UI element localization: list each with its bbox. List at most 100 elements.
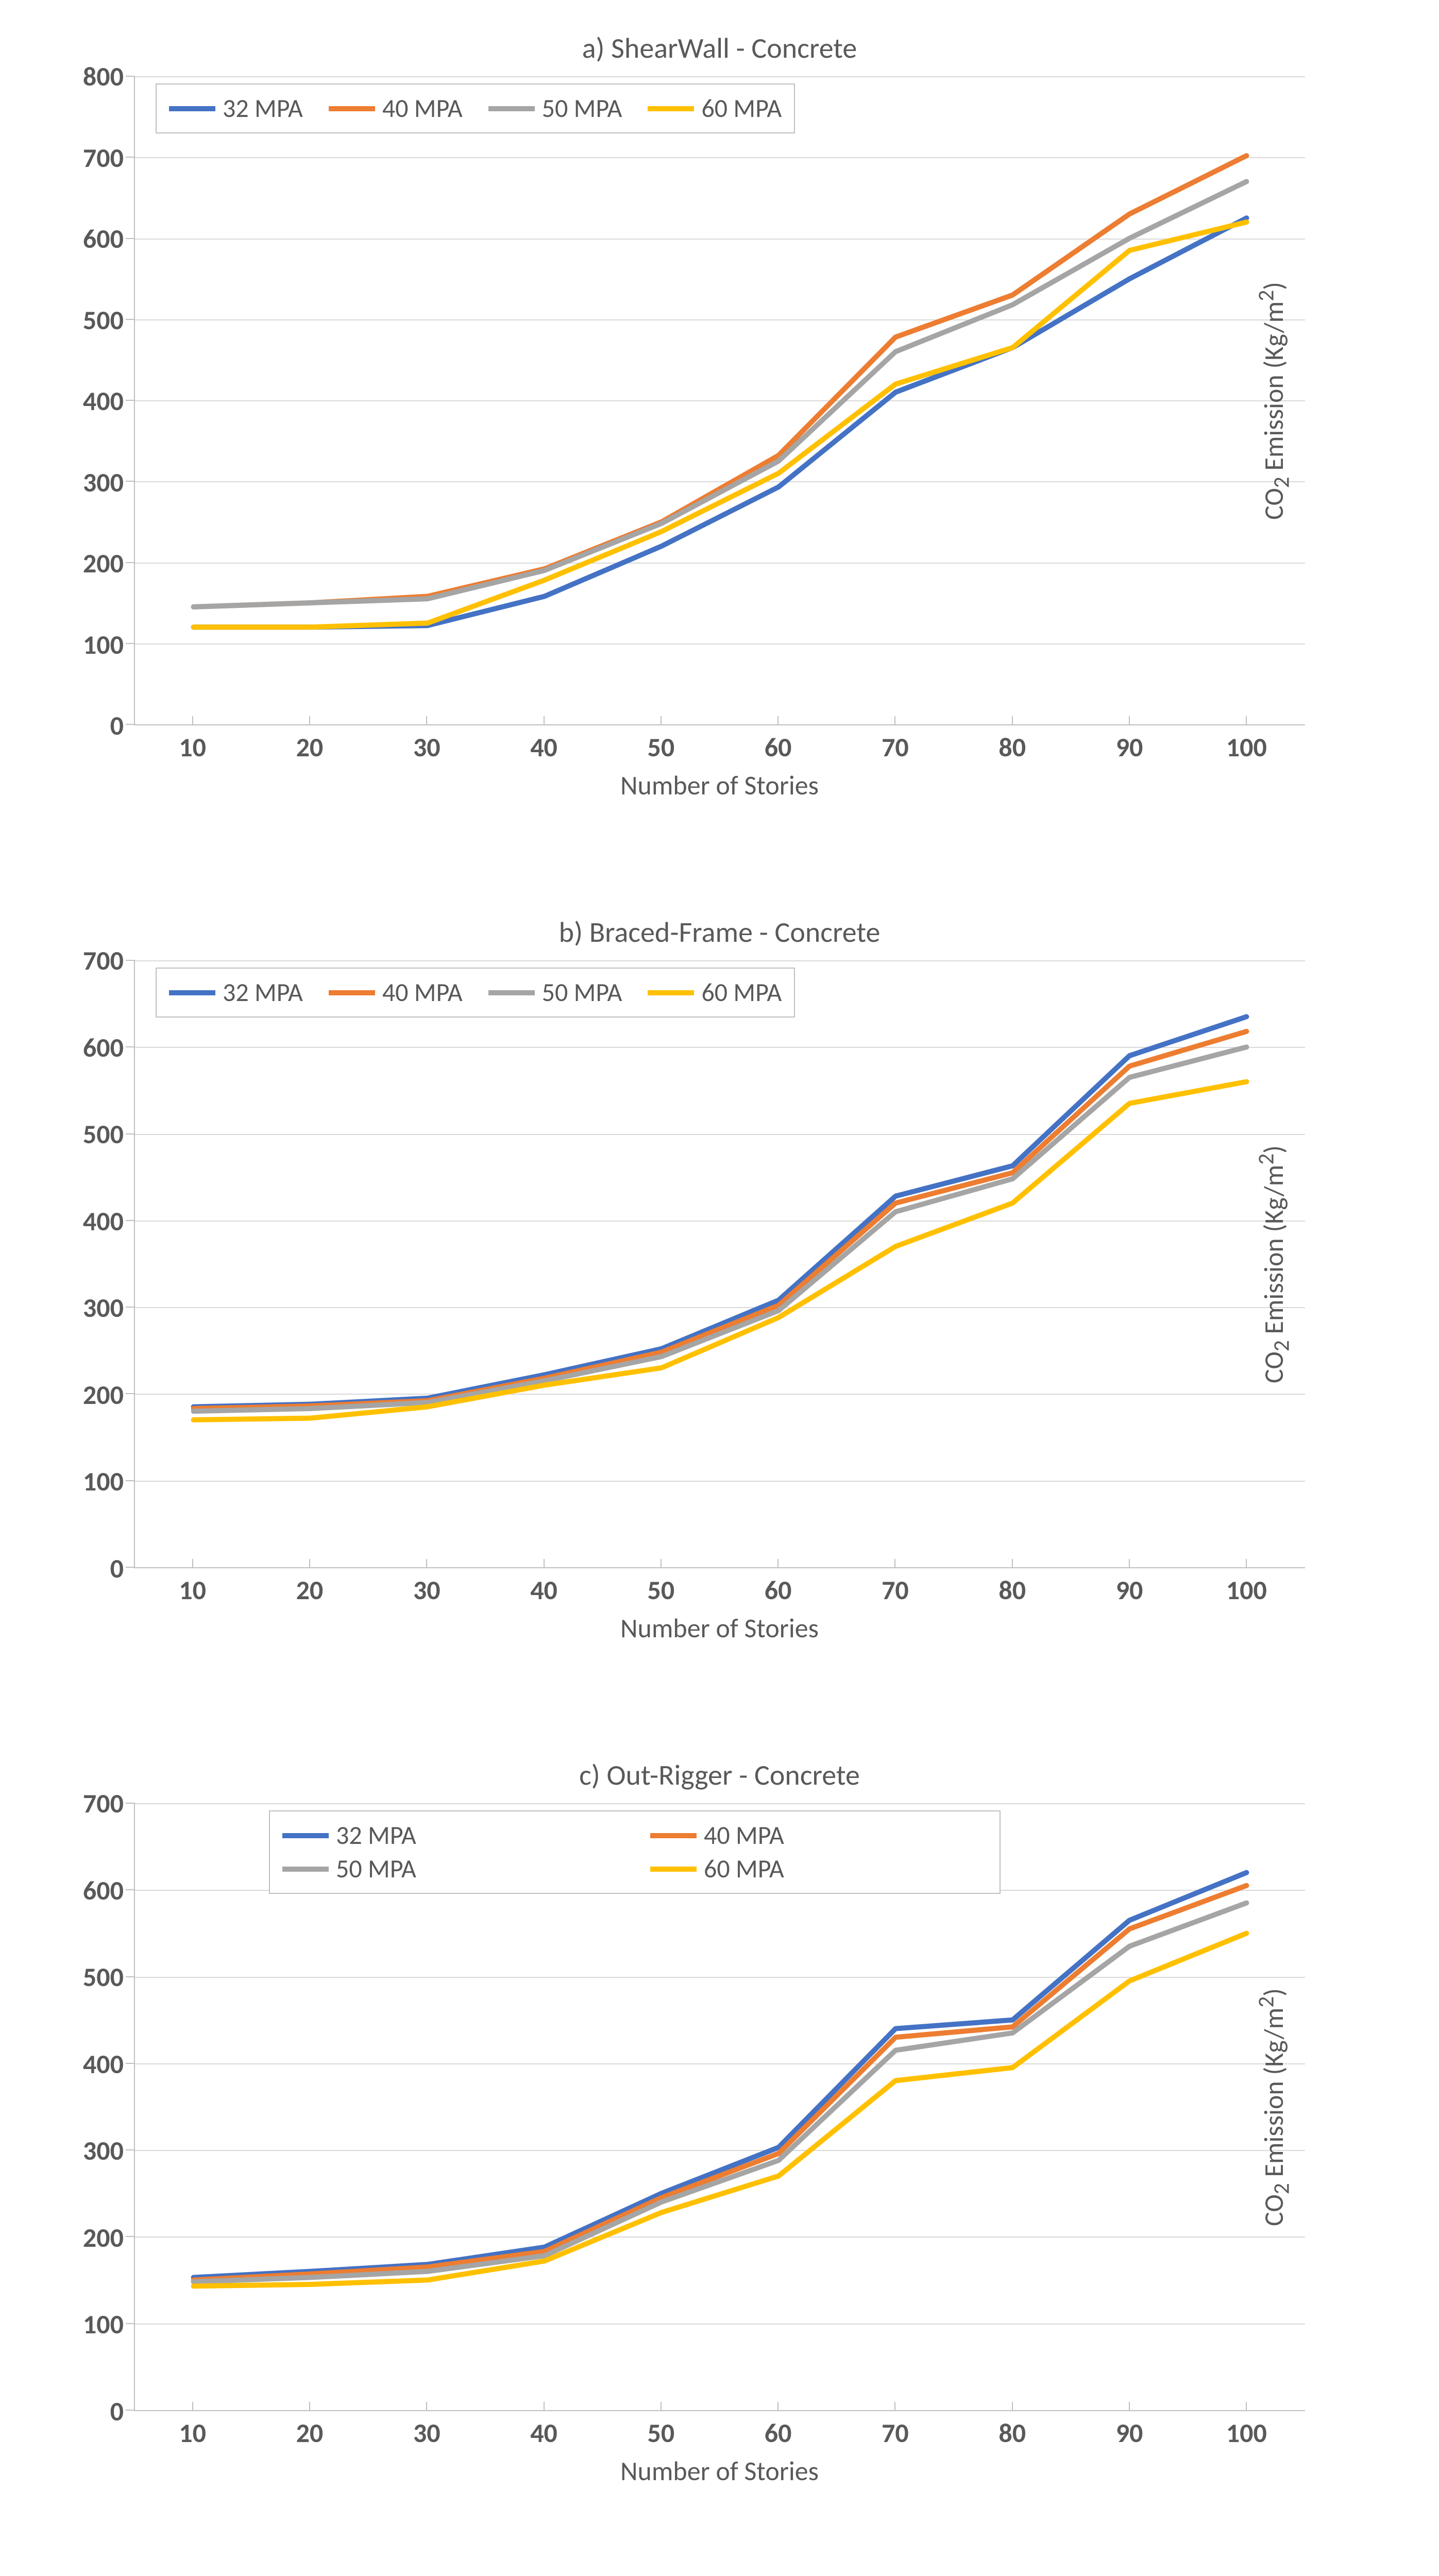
legend-swatch	[282, 1833, 329, 1838]
x-tick-mark	[1129, 716, 1130, 725]
y-tick-mark	[126, 1133, 135, 1134]
x-tick-mark	[192, 2402, 193, 2411]
y-tick-mark	[126, 1976, 135, 1977]
y-tick-mark	[126, 1567, 135, 1568]
y-axis-label: CO2 Emission (Kg/m2)	[1252, 1988, 1295, 2226]
legend-item: 60 MPA	[650, 1853, 987, 1885]
y-tick-label: 100	[62, 2308, 124, 2341]
legend-swatch	[650, 1833, 697, 1838]
x-tick-mark	[1246, 716, 1247, 725]
legend: 32 MPA 40 MPA 50 MPA 60 MPA	[156, 83, 795, 133]
legend-label: 32 MPA	[336, 1820, 416, 1851]
y-tick-label: 500	[62, 1960, 124, 1993]
plot-area: 32 MPA 40 MPA 50 MPA 60 MPA	[134, 960, 1305, 1568]
y-tick-mark	[126, 724, 135, 725]
x-axis-label: Number of Stories	[62, 1612, 1377, 1645]
x-ticks: 102030405060708090100	[134, 1568, 1305, 1609]
legend-item: 50 MPA	[282, 1853, 619, 1885]
x-tick-label: 10	[179, 731, 206, 764]
x-tick-mark	[894, 1559, 895, 1568]
legend-item: 50 MPA	[488, 977, 622, 1008]
legend-label: 32 MPA	[223, 977, 303, 1008]
series-line-40-mpa	[194, 1886, 1247, 2280]
y-tick-label: 200	[62, 1378, 124, 1411]
x-tick-mark	[1129, 1559, 1130, 1568]
x-tick-mark	[1246, 2402, 1247, 2411]
series-line-60-mpa	[194, 1082, 1247, 1420]
legend-label: 32 MPA	[223, 93, 303, 124]
y-tick-label: 400	[62, 2047, 124, 2080]
x-tick-label: 40	[530, 1573, 557, 1606]
legend-swatch	[169, 106, 215, 111]
y-tick-label: 600	[62, 1874, 124, 1907]
legend-swatch	[488, 106, 535, 111]
legend-item: 60 MPA	[648, 977, 782, 1008]
x-tick-label: 80	[998, 1573, 1026, 1606]
y-tick-label: 400	[62, 384, 124, 417]
y-tick-label: 600	[62, 1031, 124, 1064]
y-tick-mark	[126, 1393, 135, 1394]
legend-label: 40 MPA	[382, 977, 463, 1008]
x-tick-label: 60	[765, 1573, 792, 1606]
legend-label: 50 MPA	[542, 977, 622, 1008]
y-tick-mark	[126, 1480, 135, 1481]
x-tick-mark	[777, 1559, 778, 1568]
legend-swatch	[282, 1867, 329, 1872]
y-tick-mark	[126, 643, 135, 644]
x-tick-mark	[309, 716, 310, 725]
series-line-60-mpa	[194, 222, 1247, 627]
legend-item: 60 MPA	[648, 93, 782, 124]
plot-svg	[135, 76, 1305, 724]
legend-item: 32 MPA	[282, 1820, 619, 1851]
y-tick-label: 100	[62, 628, 124, 661]
chart-b: b) Braced-Frame - Concrete01002003004005…	[62, 915, 1377, 1645]
y-tick-label: 300	[62, 2134, 124, 2167]
y-tick-mark	[126, 1803, 135, 1804]
plot-area: 32 MPA 40 MPA 50 MPA 60 MPA	[134, 76, 1305, 725]
legend-item: 40 MPA	[329, 977, 463, 1008]
legend-label: 60 MPA	[701, 977, 782, 1008]
chart-title: c) Out-Rigger - Concrete	[62, 1758, 1377, 1793]
x-tick-mark	[544, 716, 545, 725]
y-tick-label: 100	[62, 1465, 124, 1498]
y-tick-label: 700	[62, 1787, 124, 1820]
x-tick-mark	[192, 1559, 193, 1568]
x-tick-label: 30	[413, 731, 441, 764]
legend-item: 40 MPA	[329, 93, 463, 124]
y-tick-mark	[126, 1046, 135, 1047]
legend: 32 MPA 40 MPA 50 MPA 60 MPA	[156, 968, 795, 1018]
x-tick-label: 10	[179, 1573, 206, 1606]
x-tick-label: 80	[998, 2416, 1026, 2449]
x-tick-mark	[544, 2402, 545, 2411]
x-tick-mark	[777, 2402, 778, 2411]
x-tick-label: 90	[1116, 2416, 1143, 2449]
x-tick-mark	[426, 1559, 427, 1568]
series-line-50-mpa	[194, 1903, 1247, 2282]
legend-item: 50 MPA	[488, 93, 622, 124]
x-tick-label: 70	[882, 731, 909, 764]
plot-svg	[135, 960, 1305, 1567]
x-tick-mark	[544, 1559, 545, 1568]
y-tick-label: 300	[62, 466, 124, 499]
x-tick-label: 100	[1226, 1573, 1267, 1606]
x-tick-label: 40	[530, 731, 557, 764]
y-tick-label: 0	[62, 709, 124, 742]
y-tick-mark	[126, 400, 135, 401]
y-tick-label: 0	[62, 2395, 124, 2428]
x-tick-label: 20	[296, 1573, 324, 1606]
y-tick-mark	[126, 319, 135, 320]
y-axis-label: CO2 Emission (Kg/m2)	[1252, 282, 1295, 520]
x-tick-mark	[426, 716, 427, 725]
x-axis-label: Number of Stories	[62, 2454, 1377, 2487]
x-tick-mark	[1246, 1559, 1247, 1568]
y-tick-mark	[126, 76, 135, 77]
x-tick-label: 60	[765, 2416, 792, 2449]
y-tick-mark	[126, 2236, 135, 2237]
x-tick-label: 100	[1226, 731, 1267, 764]
chart-c: c) Out-Rigger - Concrete0100200300400500…	[62, 1758, 1377, 2487]
x-tick-label: 20	[296, 731, 324, 764]
legend-swatch	[329, 990, 375, 995]
x-tick-mark	[661, 716, 662, 725]
x-tick-label: 50	[647, 2416, 674, 2449]
legend-swatch	[650, 1867, 697, 1872]
